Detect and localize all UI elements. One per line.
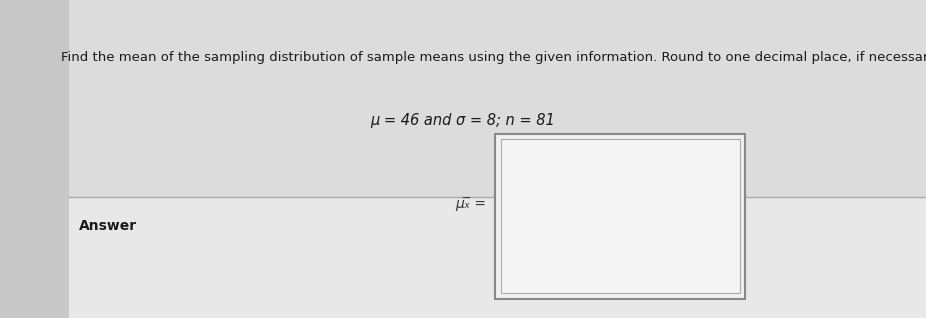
Text: μ = 46 and σ = 8; n = 81: μ = 46 and σ = 8; n = 81 — [370, 113, 556, 128]
Bar — [501, 139, 740, 294]
Bar — [495, 134, 745, 299]
Text: Answer: Answer — [79, 219, 137, 233]
Bar — [0, 0, 69, 318]
Bar — [69, 0, 926, 197]
Text: μₓ̅ =: μₓ̅ = — [456, 197, 486, 211]
Text: Find the mean of the sampling distribution of sample means using the given infor: Find the mean of the sampling distributi… — [61, 51, 926, 64]
Bar — [69, 197, 926, 318]
